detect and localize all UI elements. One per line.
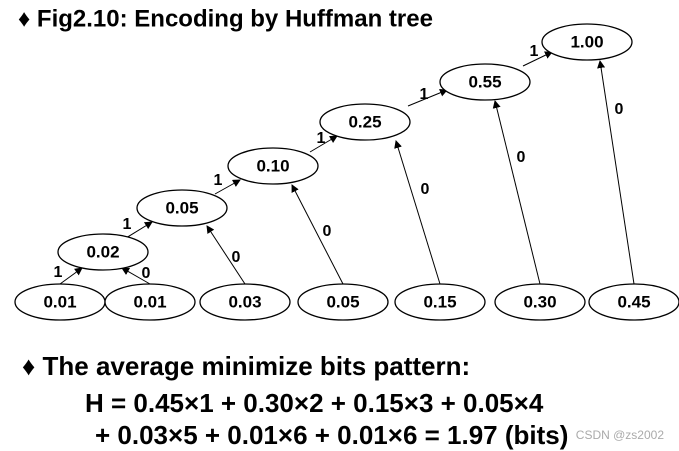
edge-label: 0: [615, 101, 624, 118]
node: [541, 23, 633, 61]
edge-label: 0: [232, 249, 241, 266]
edge-label: 0: [142, 265, 151, 282]
node: [104, 283, 196, 321]
edge: [291, 184, 344, 285]
edge: [522, 51, 553, 67]
node-label: 0.05: [165, 198, 198, 217]
node: [319, 103, 411, 141]
node-label: 0.01: [133, 292, 166, 311]
node-label: 0.45: [617, 292, 650, 311]
node: [297, 283, 389, 321]
edge: [121, 267, 151, 285]
node: [227, 147, 319, 185]
node-label: 0.02: [86, 242, 119, 261]
node-label: 0.55: [468, 72, 501, 91]
edge: [492, 100, 541, 285]
edge-label: 0: [421, 181, 430, 198]
node-label: 0.01: [43, 292, 76, 311]
node-label: 0.03: [228, 292, 261, 311]
formula-line: H = 0.45×1 + 0.30×2 + 0.15×3 + 0.05×4: [85, 388, 544, 418]
edge: [309, 135, 338, 153]
node-label: 0.15: [423, 292, 456, 311]
edge-label: 1: [214, 172, 223, 189]
edge: [125, 221, 153, 239]
edge-label: 1: [530, 43, 539, 60]
edge-label: 1: [123, 216, 132, 233]
node: [439, 63, 531, 101]
section-heading: ♦ The average minimize bits pattern:: [22, 351, 470, 381]
edge: [214, 179, 241, 195]
node-label: 0.25: [348, 112, 381, 131]
edge: [597, 60, 635, 285]
edge-label: 1: [54, 264, 63, 281]
edge: [407, 88, 448, 107]
edge-label: 1: [317, 130, 326, 147]
edge: [394, 140, 441, 285]
watermark: CSDN @zs2002: [576, 428, 665, 442]
node: [588, 283, 679, 321]
formula-line: + 0.03×5 + 0.01×6 + 0.01×6 = 1.97 (bits): [95, 420, 568, 450]
node: [494, 283, 586, 321]
edge-label: 0: [323, 223, 332, 240]
node-label: 0.10: [256, 156, 289, 175]
node-label: 0.05: [326, 292, 359, 311]
edge-label: 0: [517, 149, 526, 166]
node: [199, 283, 291, 321]
title: ♦ Fig2.10: Encoding by Huffman tree: [18, 5, 433, 32]
node: [136, 189, 228, 227]
edge: [59, 267, 83, 285]
node: [57, 233, 149, 271]
edge-label: 1: [420, 86, 429, 103]
node-label: 1.00: [570, 32, 603, 51]
node: [394, 283, 486, 321]
edge: [206, 225, 246, 285]
node-label: 0.30: [523, 292, 556, 311]
